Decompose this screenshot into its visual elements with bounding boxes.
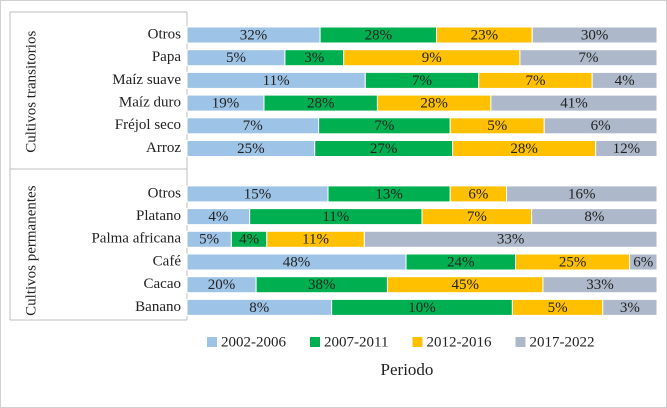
data-label: 38% — [308, 277, 336, 293]
data-label: 28% — [307, 96, 335, 112]
data-label: 33% — [497, 232, 525, 248]
data-label: 7% — [412, 73, 432, 89]
bar-segment — [629, 253, 658, 271]
bar-segment — [602, 298, 658, 316]
data-label: 41% — [560, 96, 588, 112]
data-label: 5% — [199, 232, 219, 248]
data-label: 32% — [240, 27, 268, 43]
y-tick-label: Banano — [135, 299, 181, 315]
data-label: 4% — [615, 73, 635, 89]
legend-label: 2017-2022 — [529, 334, 594, 350]
x-axis-title: Periodo — [381, 360, 434, 379]
data-label: 24% — [447, 254, 475, 270]
data-label: 27% — [370, 141, 398, 157]
data-label: 20% — [208, 277, 236, 293]
data-label: 5% — [548, 300, 568, 316]
data-label: 6% — [591, 118, 611, 134]
bar-segment — [531, 26, 658, 44]
data-label: 28% — [510, 141, 538, 157]
data-label: 8% — [249, 300, 269, 316]
data-label: 10% — [408, 300, 436, 316]
bar-segment — [490, 94, 658, 112]
bar-segment — [591, 71, 658, 89]
group-label-box: Cultivos permanentes — [23, 185, 40, 316]
legend-swatch — [310, 337, 320, 347]
legend-swatch — [412, 337, 423, 347]
data-label: 3% — [304, 50, 324, 66]
data-label: 28% — [365, 27, 393, 43]
y-tick-label: Café — [153, 253, 182, 269]
data-label: 7% — [578, 50, 598, 66]
data-label: 25% — [237, 141, 265, 157]
legend-label: 2007-2011 — [324, 334, 388, 350]
data-label: 7% — [525, 73, 545, 89]
data-label: 23% — [471, 27, 499, 43]
y-tick-label: Papa — [152, 49, 182, 65]
bar-segment — [543, 117, 658, 135]
data-label: 11% — [322, 209, 349, 225]
data-label: 6% — [633, 254, 653, 270]
data-label: 4% — [208, 209, 228, 225]
data-label: 30% — [581, 27, 609, 43]
legend-label: 2002-2006 — [221, 334, 286, 350]
y-tick-label: Palma africana — [91, 231, 181, 247]
data-label: 15% — [244, 186, 272, 202]
data-label: 9% — [422, 50, 442, 66]
data-label: 45% — [451, 277, 479, 293]
data-label: 6% — [468, 186, 488, 202]
y-tick-label: Otros — [148, 185, 181, 201]
bar-segment — [531, 208, 658, 226]
legend-label: 2012-2016 — [426, 334, 491, 350]
y-tick-label: Platano — [136, 208, 181, 224]
data-label: 12% — [613, 141, 641, 157]
data-label: 7% — [467, 209, 487, 225]
data-label: 33% — [586, 277, 614, 293]
legend-swatch — [207, 337, 217, 347]
data-label: 16% — [568, 186, 596, 202]
group-label: Cultivos transitorios — [23, 30, 40, 153]
data-label: 48% — [283, 254, 311, 270]
bar-segment — [542, 276, 658, 294]
data-label: 7% — [374, 118, 394, 134]
y-tick-label: Maíz duro — [119, 95, 181, 111]
data-label: 25% — [559, 254, 587, 270]
data-label: 19% — [212, 96, 240, 112]
data-label: 11% — [263, 73, 290, 89]
y-tick-label: Fréjol seco — [115, 117, 181, 133]
data-label: 28% — [420, 96, 448, 112]
bar-segment — [595, 140, 658, 157]
data-label: 4% — [239, 232, 259, 248]
data-label: 5% — [487, 118, 507, 134]
data-label: 7% — [243, 118, 263, 134]
y-tick-label: Arroz — [146, 140, 181, 156]
data-label: 5% — [226, 50, 246, 66]
data-label: 13% — [375, 186, 403, 202]
bar-segment — [363, 230, 658, 248]
data-label: 11% — [302, 232, 329, 248]
bar-segment — [506, 185, 658, 203]
y-tick-label: Maíz suave — [112, 72, 181, 88]
data-label: 8% — [584, 209, 604, 225]
y-tick-label: Otros — [148, 26, 181, 42]
y-tick-label: Cacao — [144, 276, 181, 292]
group-label-box: Cultivos transitorios — [23, 30, 40, 153]
group-label: Cultivos permanentes — [23, 185, 40, 316]
legend-swatch — [515, 337, 526, 347]
data-label: 3% — [620, 300, 640, 316]
bar-segment — [519, 49, 658, 67]
